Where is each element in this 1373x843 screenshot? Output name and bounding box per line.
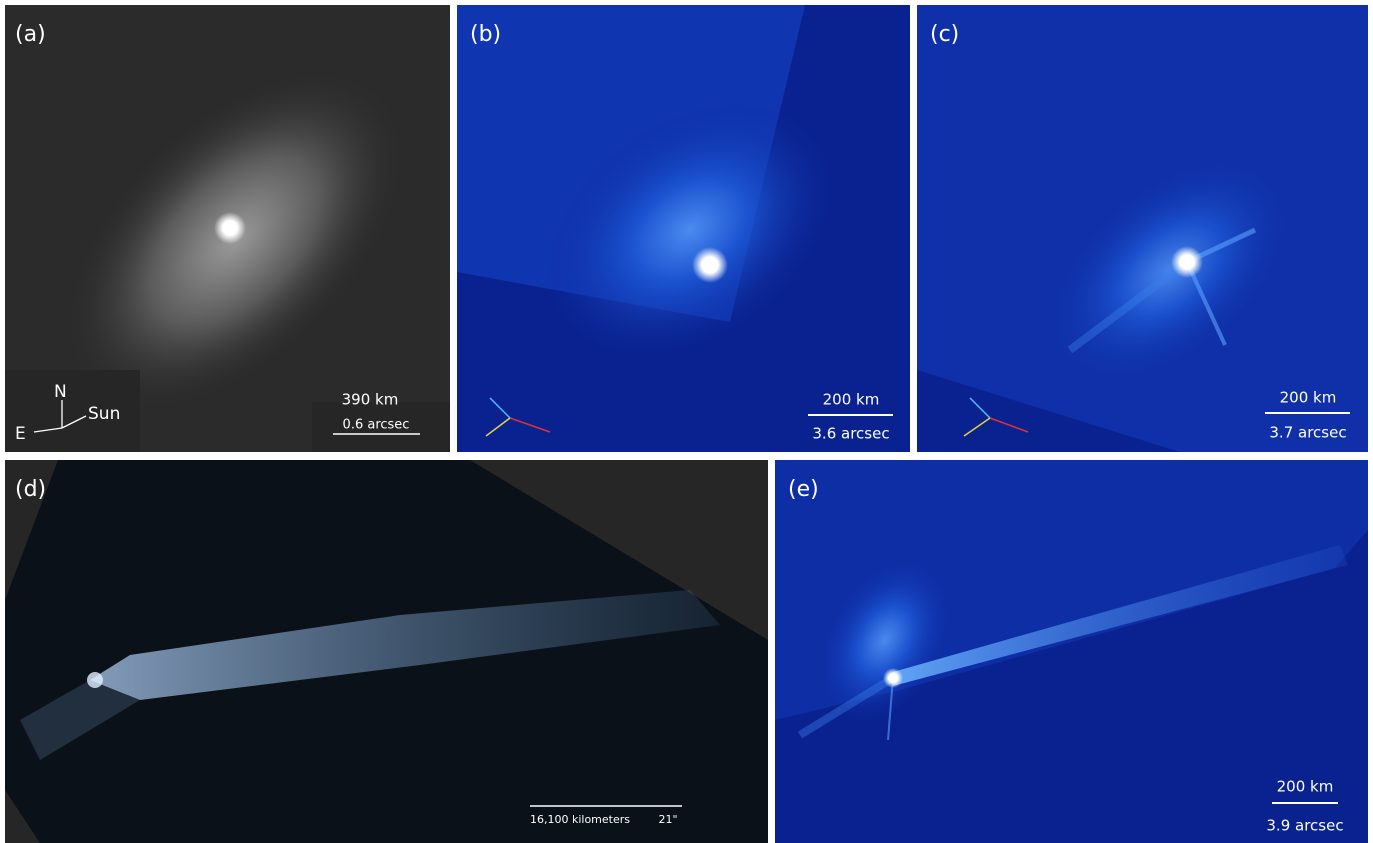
panel-d: 16,100 kilometers 21" (d) (5, 460, 768, 843)
panel-label: (c) (930, 22, 959, 47)
scale-angle: 3.9 arcsec (1266, 817, 1343, 835)
nucleus (214, 212, 246, 244)
scale-distance: 390 km (342, 391, 399, 409)
panel-c: 200 km 3.7 arcsec (c) (917, 5, 1368, 452)
scale-angle: 3.6 arcsec (812, 425, 889, 443)
nucleus (883, 668, 903, 688)
nucleus (87, 672, 103, 688)
compass-east: E (15, 424, 26, 444)
scale-angle: 21" (658, 813, 677, 826)
panel-label: (e) (788, 477, 819, 502)
panel-label: (a) (15, 22, 46, 47)
panel-a: N E Sun 390 km 0.6 arcsec (a) (2, 5, 469, 473)
nucleus (1171, 246, 1203, 278)
scale-angle: 3.7 arcsec (1269, 424, 1346, 442)
compass-sun: Sun (88, 404, 120, 424)
panel-label: (d) (15, 477, 46, 502)
scale-angle: 0.6 arcsec (343, 418, 410, 433)
scale-distance: 16,100 kilometers (530, 813, 630, 826)
nucleus (692, 247, 728, 283)
scale-distance: 200 km (1280, 389, 1337, 407)
panel-label: (b) (470, 22, 501, 47)
compass-north: N (54, 382, 67, 402)
figure: N E Sun 390 km 0.6 arcsec (a) 200 km 3.6… (0, 0, 1373, 843)
scale-distance: 200 km (1277, 778, 1334, 796)
scale-distance: 200 km (823, 391, 880, 409)
panel-e: 200 km 3.9 arcsec (e) (775, 460, 1368, 843)
panel-b: 200 km 3.6 arcsec (b) (457, 5, 910, 452)
